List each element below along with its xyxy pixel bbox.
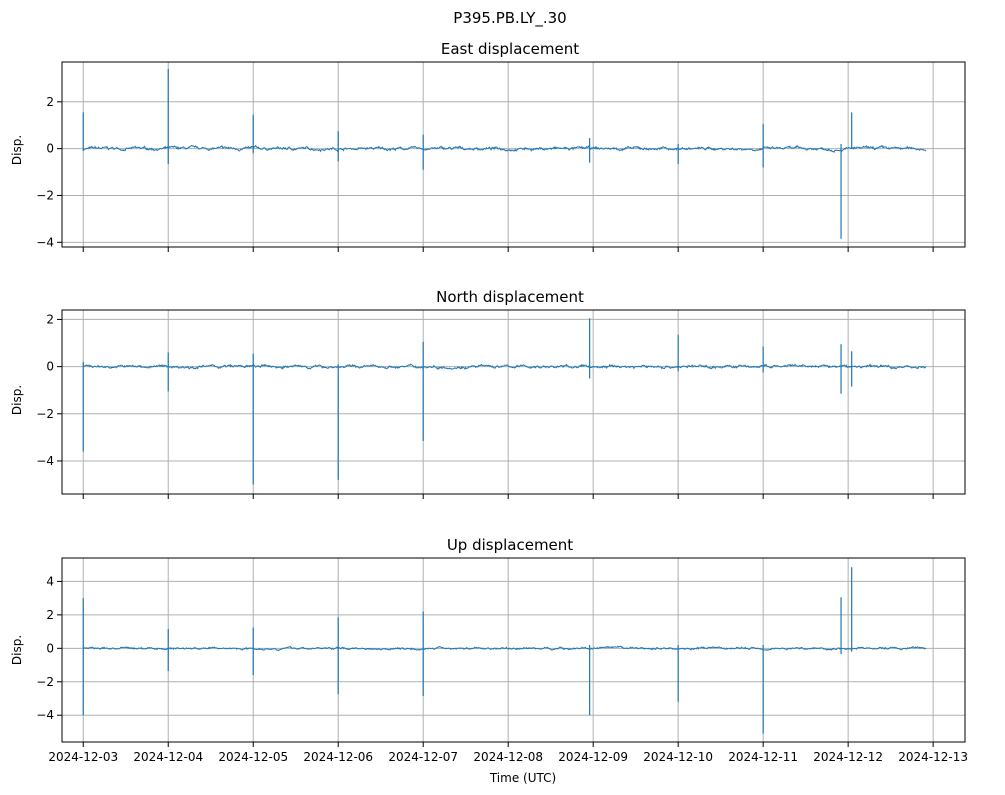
north-ytick-label: 2 <box>46 312 54 326</box>
east-panel: East displacement Disp. 2 0 −2 −4 <box>10 40 966 252</box>
north-panel: North displacement Disp. 2 0 −2 −4 <box>10 288 966 499</box>
x-tick-label: 2024-12-03 <box>48 750 118 764</box>
north-series-line <box>83 363 927 371</box>
x-tick-label: 2024-12-11 <box>728 750 798 764</box>
up-ytick-label: 0 <box>46 641 54 655</box>
x-tick-label: 2024-12-08 <box>473 750 543 764</box>
x-tick-label: 2024-12-13 <box>898 750 968 764</box>
x-tick-label: 2024-12-06 <box>303 750 373 764</box>
up-panel: Up displacement Disp. 4 2 0 −2 −4 2024-12-03… <box>10 536 968 764</box>
east-ytick-label: 2 <box>46 95 54 109</box>
up-panel-xticks: 2024-12-03 2024-12-04 2024-12-05 2024-12-06… <box>48 742 968 764</box>
north-panel-yticks: 2 0 −2 −4 <box>36 312 62 468</box>
up-panel-ylabel: Disp. <box>10 635 24 665</box>
east-ytick-label: 0 <box>46 142 54 156</box>
x-tick-label: 2024-12-10 <box>643 750 713 764</box>
figure-suptitle: P395.PB.LY_.30 <box>453 9 566 28</box>
up-panel-frame <box>61 557 966 743</box>
north-panel-series <box>82 318 927 485</box>
east-panel-frame <box>61 61 966 248</box>
x-axis-label: Time (UTC) <box>489 771 556 785</box>
x-tick-label: 2024-12-04 <box>133 750 203 764</box>
east-panel-yticks: 2 0 −2 −4 <box>36 95 62 249</box>
east-panel-series <box>82 69 927 239</box>
east-ytick-label: −4 <box>36 235 54 249</box>
north-panel-ylabel: Disp. <box>10 385 24 415</box>
x-tick-label: 2024-12-05 <box>218 750 288 764</box>
up-ytick-label: 4 <box>46 574 54 588</box>
east-series-line <box>82 144 927 154</box>
east-panel-ylabel: Disp. <box>10 135 24 165</box>
north-ytick-label: 0 <box>46 360 54 374</box>
north-ytick-label: −2 <box>36 407 54 421</box>
up-ytick-label: 2 <box>46 608 54 622</box>
east-panel-grid <box>62 62 965 247</box>
x-tick-label: 2024-12-09 <box>558 750 628 764</box>
east-ytick-label: −2 <box>36 188 54 202</box>
north-panel-xticks <box>82 494 934 499</box>
x-tick-label: 2024-12-12 <box>813 750 883 764</box>
north-panel-title: North displacement <box>436 288 584 306</box>
east-panel-xticks <box>82 247 934 252</box>
north-ytick-label: −4 <box>36 454 54 468</box>
up-series-line <box>82 645 927 652</box>
east-panel-title: East displacement <box>441 40 579 58</box>
up-ytick-label: −2 <box>36 675 54 689</box>
up-panel-series <box>82 567 927 734</box>
up-ytick-label: −4 <box>36 708 54 722</box>
north-panel-frame <box>61 309 966 495</box>
x-tick-label: 2024-12-07 <box>388 750 458 764</box>
up-panel-title: Up displacement <box>447 536 573 554</box>
up-panel-yticks: 4 2 0 −2 −4 <box>36 574 62 722</box>
